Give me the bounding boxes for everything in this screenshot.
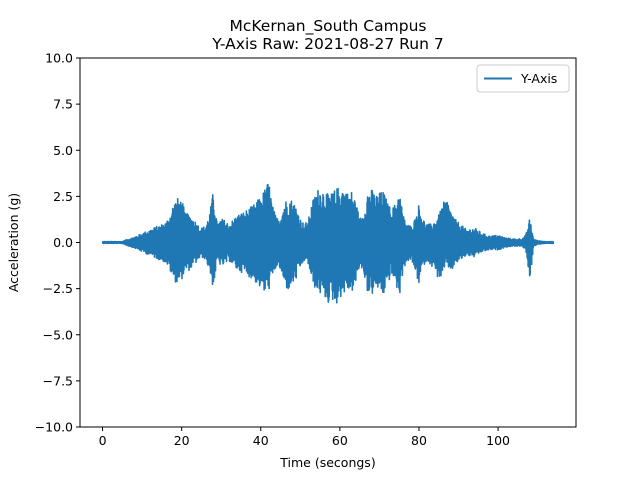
y-tick-label: 2.5 <box>53 189 73 204</box>
x-tick-label: 40 <box>253 433 269 448</box>
y-axis-label: Acceleration (g) <box>6 193 21 292</box>
y-tick-label: −2.5 <box>43 281 73 296</box>
chart-title-line-2: Y-Axis Raw: 2021-08-27 Run 7 <box>211 35 443 53</box>
x-tick-label: 20 <box>174 433 190 448</box>
legend: Y-Axis <box>476 64 570 93</box>
x-tick-label: 80 <box>411 433 427 448</box>
series-line-y-axis <box>101 183 555 304</box>
y-tick-label: 10.0 <box>45 51 73 66</box>
x-axis-label: Time (secongs) <box>279 455 375 470</box>
y-tick-label: 0.0 <box>53 235 73 250</box>
y-tick-label: −10.0 <box>35 420 73 435</box>
chart-title-line-1: McKernan_South Campus <box>230 17 427 36</box>
y-tick-label: 5.0 <box>53 143 73 158</box>
y-tick-label: 7.5 <box>53 97 73 112</box>
y-tick-label: −5.0 <box>43 327 73 342</box>
x-tick-label: 60 <box>332 433 348 448</box>
legend-label-y-axis: Y-Axis <box>520 71 557 86</box>
axis-ticks: 0 20 40 60 80 100 10.0 7.5 5.0 2.5 0.0 −2.5 −5.0 −7.5… <box>35 51 510 449</box>
legend-box <box>476 64 570 93</box>
plot-area <box>101 183 555 304</box>
x-tick-label: 100 <box>486 433 510 448</box>
y-tick-label: −7.5 <box>43 373 73 388</box>
x-tick-label: 0 <box>99 433 107 448</box>
